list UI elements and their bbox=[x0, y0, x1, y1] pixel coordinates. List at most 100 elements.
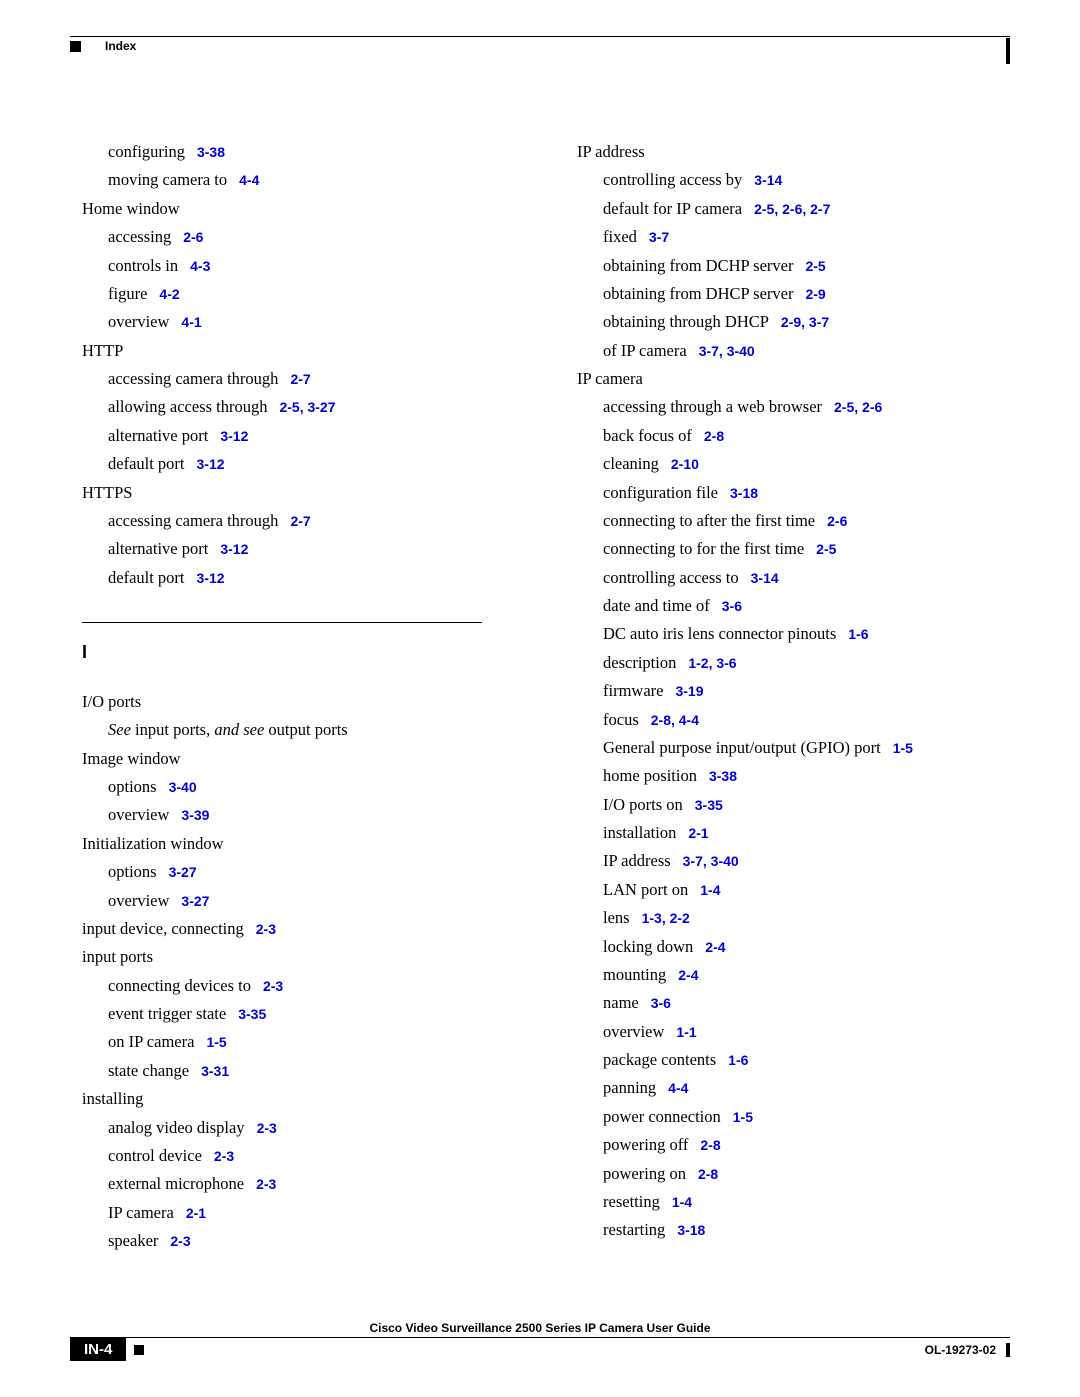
page-ref-link[interactable]: 2-4 bbox=[705, 939, 725, 955]
index-entry: back focus of2-8 bbox=[603, 422, 1010, 450]
entry-text: date and time of bbox=[603, 596, 710, 615]
page-ref-link[interactable]: 4-4 bbox=[239, 172, 259, 188]
entry-text: IP address bbox=[577, 142, 645, 161]
index-entry: See input ports, and see output ports bbox=[108, 716, 515, 744]
page-ref-link[interactable]: 2-3 bbox=[263, 978, 283, 994]
page-ref-link[interactable]: 2-5, 3-27 bbox=[279, 399, 335, 415]
index-entry: input ports bbox=[82, 943, 515, 971]
page-ref-link[interactable]: 3-38 bbox=[709, 768, 737, 784]
page-ref-link[interactable]: 3-27 bbox=[169, 864, 197, 880]
entry-text: connecting to for the first time bbox=[603, 539, 804, 558]
page-ref-link[interactable]: 1-2, 3-6 bbox=[688, 655, 736, 671]
page-ref-link[interactable]: 2-5, 2-6, 2-7 bbox=[754, 201, 830, 217]
entry-text: external microphone bbox=[108, 1174, 244, 1193]
entry-text: firmware bbox=[603, 681, 663, 700]
page-ref-link[interactable]: 1-6 bbox=[848, 626, 868, 642]
page-ref-link[interactable]: 3-7, 3-40 bbox=[699, 343, 755, 359]
page-ref-link[interactable]: 3-18 bbox=[677, 1222, 705, 1238]
index-entry: obtaining through DHCP2-9, 3-7 bbox=[603, 308, 1010, 336]
page-ref-link[interactable]: 2-8, 4-4 bbox=[651, 712, 699, 728]
page-ref-link[interactable]: 4-1 bbox=[181, 314, 201, 330]
page-ref-link[interactable]: 3-12 bbox=[197, 570, 225, 586]
page-ref-link[interactable]: 2-9 bbox=[805, 286, 825, 302]
index-entry: firmware 3-19 bbox=[603, 677, 1010, 705]
page-ref-link[interactable]: 4-3 bbox=[190, 258, 210, 274]
page-ref-link[interactable]: 2-10 bbox=[671, 456, 699, 472]
page-ref-link[interactable]: 4-4 bbox=[668, 1080, 688, 1096]
entry-text: figure bbox=[108, 284, 147, 303]
index-entry: restarting3-18 bbox=[603, 1216, 1010, 1244]
page-ref-link[interactable]: 3-14 bbox=[754, 172, 782, 188]
page-ref-link[interactable]: 2-6 bbox=[827, 513, 847, 529]
page-ref-link[interactable]: 3-14 bbox=[751, 570, 779, 586]
page-ref-link[interactable]: 2-1 bbox=[688, 825, 708, 841]
page-ref-link[interactable]: 3-31 bbox=[201, 1063, 229, 1079]
page-ref-link[interactable]: 2-6 bbox=[183, 229, 203, 245]
index-entry: options3-27 bbox=[108, 858, 515, 886]
entry-text: accessing bbox=[108, 227, 171, 246]
page-ref-link[interactable]: 3-6 bbox=[651, 995, 671, 1011]
page-ref-link[interactable]: 3-18 bbox=[730, 485, 758, 501]
page-ref-link[interactable]: 2-7 bbox=[290, 513, 310, 529]
page-ref-link[interactable]: 1-5 bbox=[206, 1034, 226, 1050]
page-ref-link[interactable]: 2-4 bbox=[678, 967, 698, 983]
page: Index configuring3-38moving camera to4-4… bbox=[0, 0, 1080, 1397]
page-ref-link[interactable]: 3-7 bbox=[649, 229, 669, 245]
page-ref-link[interactable]: 2-5 bbox=[805, 258, 825, 274]
page-ref-link[interactable]: 2-8 bbox=[704, 428, 724, 444]
entry-text: analog video display bbox=[108, 1118, 245, 1137]
page-ref-link[interactable]: 1-1 bbox=[676, 1024, 696, 1040]
entry-text: General purpose input/output (GPIO) port bbox=[603, 738, 881, 757]
page-ref-link[interactable]: 2-5 bbox=[816, 541, 836, 557]
page-ref-link[interactable]: 2-3 bbox=[214, 1148, 234, 1164]
entry-text: overview bbox=[603, 1022, 664, 1041]
page-ref-link[interactable]: 2-3 bbox=[256, 921, 276, 937]
page-ref-link[interactable]: 1-3, 2-2 bbox=[642, 910, 690, 926]
page-ref-link[interactable]: 3-40 bbox=[169, 779, 197, 795]
entry-text: obtaining from DCHP server bbox=[603, 256, 793, 275]
index-entry: analog video display 2-3 bbox=[108, 1114, 515, 1142]
page-ref-link[interactable]: 1-4 bbox=[700, 882, 720, 898]
index-entry: accessing 2-6 bbox=[108, 223, 515, 251]
index-entry: IP camera bbox=[577, 365, 1010, 393]
entry-text: on IP camera bbox=[108, 1032, 194, 1051]
page-ref-link[interactable]: 1-5 bbox=[893, 740, 913, 756]
footer-right: OL-19273-02 bbox=[925, 1343, 1010, 1357]
page-ref-link[interactable]: 2-5, 2-6 bbox=[834, 399, 882, 415]
page-ref-link[interactable]: 3-7, 3-40 bbox=[683, 853, 739, 869]
page-ref-link[interactable]: 3-27 bbox=[181, 893, 209, 909]
page-ref-link[interactable]: 1-4 bbox=[672, 1194, 692, 1210]
page-ref-link[interactable]: 3-39 bbox=[181, 807, 209, 823]
entry-text: IP address bbox=[603, 851, 671, 870]
page-ref-link[interactable]: 2-8 bbox=[700, 1137, 720, 1153]
footer-bar-icon bbox=[1006, 1343, 1010, 1357]
page-ref-link[interactable]: 1-6 bbox=[728, 1052, 748, 1068]
index-entry: default for IP camera2-5, 2-6, 2-7 bbox=[603, 195, 1010, 223]
page-ref-link[interactable]: 3-12 bbox=[220, 541, 248, 557]
index-entry: overview 1-1 bbox=[603, 1018, 1010, 1046]
page-ref-link[interactable]: 3-35 bbox=[238, 1006, 266, 1022]
header-label: Index bbox=[105, 37, 136, 53]
page-ref-link[interactable]: 2-3 bbox=[256, 1176, 276, 1192]
index-entry: package contents1-6 bbox=[603, 1046, 1010, 1074]
page-ref-link[interactable]: 2-3 bbox=[257, 1120, 277, 1136]
section-letter: I bbox=[82, 637, 515, 668]
page-ref-link[interactable]: 3-19 bbox=[675, 683, 703, 699]
page-ref-link[interactable]: 3-38 bbox=[197, 144, 225, 160]
entry-text: options bbox=[108, 777, 157, 796]
page-ref-link[interactable]: 2-3 bbox=[170, 1233, 190, 1249]
page-ref-link[interactable]: 2-7 bbox=[290, 371, 310, 387]
index-entry: IP camera2-1 bbox=[108, 1199, 515, 1227]
page-ref-link[interactable]: 1-5 bbox=[733, 1109, 753, 1125]
index-entry: figure 4-2 bbox=[108, 280, 515, 308]
page-ref-link[interactable]: 3-12 bbox=[220, 428, 248, 444]
page-ref-link[interactable]: 2-9, 3-7 bbox=[781, 314, 829, 330]
footer-square-icon bbox=[134, 1345, 144, 1355]
page-ref-link[interactable]: 3-6 bbox=[722, 598, 742, 614]
page-ref-link[interactable]: 2-8 bbox=[698, 1166, 718, 1182]
page-ref-link[interactable]: 3-12 bbox=[197, 456, 225, 472]
page-ref-link[interactable]: 3-35 bbox=[695, 797, 723, 813]
page-ref-link[interactable]: 2-1 bbox=[186, 1205, 206, 1221]
index-entry: Home window bbox=[82, 195, 515, 223]
page-ref-link[interactable]: 4-2 bbox=[159, 286, 179, 302]
